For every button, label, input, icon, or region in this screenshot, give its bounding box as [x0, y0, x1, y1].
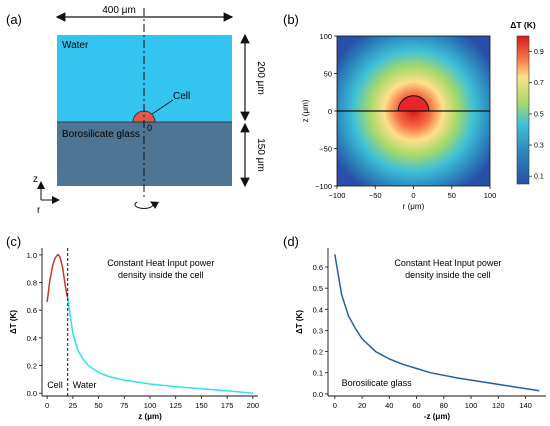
glass-region-label: Borosilicate glass [342, 378, 413, 388]
colorbar-tick-label: 0.7 [534, 80, 544, 87]
heatmap-x-tick-label: 100 [484, 191, 497, 200]
heatmap-y-tick-label: −100 [315, 182, 332, 191]
x-tick-label: 175 [221, 401, 234, 410]
panel-d-label: (d) [283, 234, 299, 249]
annotation-line: Constant Heat Input power [394, 258, 501, 268]
z-direction-label: z [33, 174, 38, 185]
series-line-1 [66, 297, 253, 394]
y-tick-label: 0.6 [313, 263, 323, 272]
annotation-line: density inside the cell [118, 270, 204, 280]
x-tick-label: 25 [69, 401, 77, 410]
panel-b-label: (b) [283, 12, 299, 27]
heatmap-y-tick-label: 100 [319, 32, 332, 41]
x-tick-label: 120 [492, 401, 505, 410]
annotation-line: density inside the cell [405, 270, 491, 280]
y-tick-label: 1.0 [27, 251, 37, 260]
y-axis-label: ΔT (K) [295, 310, 304, 334]
width-label: 400 μm [102, 5, 136, 16]
y-tick-label: 0.4 [27, 334, 37, 343]
y-tick-label: 0.4 [313, 305, 323, 314]
x-axis-label: z (μm) [138, 412, 162, 421]
colorbar-tick-label: 0.1 [534, 174, 544, 181]
glass-label: Borosilicate glass [62, 129, 140, 140]
heatmap-x-tick-label: 50 [448, 191, 456, 200]
y-tick-label: 0.2 [27, 362, 37, 371]
x-tick-label: 200 [247, 401, 260, 410]
x-tick-label: 140 [519, 401, 532, 410]
colorbar-tick-label: 0.5 [534, 111, 544, 118]
heatmap-x-tick-label: 0 [411, 191, 415, 200]
cell-region-label: Cell [47, 380, 63, 390]
cell-pointer-line [151, 99, 174, 115]
series-line-0 [334, 254, 540, 392]
y-tick-label: 0.2 [313, 348, 323, 357]
water-label: Water [62, 40, 89, 51]
x-tick-label: 100 [144, 401, 157, 410]
annotation-line: Constant Heat Input power [107, 258, 214, 268]
x-tick-label: 0 [45, 401, 49, 410]
heatmap-cell-outline [397, 95, 430, 112]
y-tick-label: 0.1 [313, 369, 323, 378]
heatmap-x-tick-label: −50 [369, 191, 382, 200]
x-tick-label: 20 [358, 401, 366, 410]
y-tick-label: 0.6 [27, 306, 37, 315]
x-tick-label: 125 [169, 401, 182, 410]
glass-height-label: 150 μm [255, 138, 266, 172]
heatmap-y-tick-label: 50 [324, 70, 332, 79]
panel-b-heatmap: (b) −100 −50 0 50 100 100 50 0 −50 −100 r (μm) z (μ… [283, 12, 544, 211]
y-axis-label: ΔT (K) [9, 310, 18, 334]
y-tick-label: 0.0 [27, 389, 37, 398]
panel-a-label: (a) [6, 12, 22, 27]
r-direction-label: r [37, 205, 41, 216]
colorbar-tick-label: 0.9 [534, 49, 544, 56]
panel-a-schematic: (a) 400 μm Water Borosilicate glass Cell… [6, 5, 266, 216]
y-tick-label: 0.3 [313, 326, 323, 335]
panel-d-line-chart: (d) 0 20 40 60 80 100 120 140 0.0 0.1 0.2 0.3 0.4 0.5… [283, 234, 546, 421]
x-tick-label: 80 [440, 401, 448, 410]
origin-label: 0 [147, 123, 152, 133]
heatmap-x-axis-label: r (μm) [403, 202, 425, 211]
x-tick-label: 75 [120, 401, 128, 410]
panel-c-label: (c) [6, 234, 21, 249]
x-tick-label: 40 [385, 401, 393, 410]
x-tick-label: 100 [465, 401, 478, 410]
cell-label: Cell [173, 91, 190, 102]
panel-c-line-chart: (c) 0 25 50 75 100 125 150 175 200 0.0 0.2 0.4 0.6 0.… [6, 234, 259, 421]
colorbar [516, 35, 530, 185]
colorbar-tick-label: 0.3 [534, 143, 544, 150]
series-line-0 [46, 254, 69, 302]
rotation-icon [134, 201, 160, 209]
x-tick-label: 150 [195, 401, 208, 410]
y-tick-label: 0.5 [313, 284, 323, 293]
y-tick-label: 0.8 [27, 279, 37, 288]
colorbar-label: ΔT (K) [510, 20, 536, 30]
heatmap-y-tick-label: 0 [328, 107, 332, 116]
x-tick-label: 60 [412, 401, 420, 410]
x-tick-label: 0 [333, 401, 337, 410]
x-axis-label: -z (μm) [424, 412, 451, 421]
heatmap-y-axis-label: z (μm) [301, 99, 310, 122]
heatmap-x-tick-label: −100 [329, 191, 346, 200]
y-tick-label: 0.0 [313, 390, 323, 399]
water-height-label: 200 μm [255, 61, 266, 95]
x-tick-label: 50 [94, 401, 102, 410]
water-region-label: Water [73, 380, 97, 390]
heatmap-y-tick-label: −50 [319, 145, 332, 154]
